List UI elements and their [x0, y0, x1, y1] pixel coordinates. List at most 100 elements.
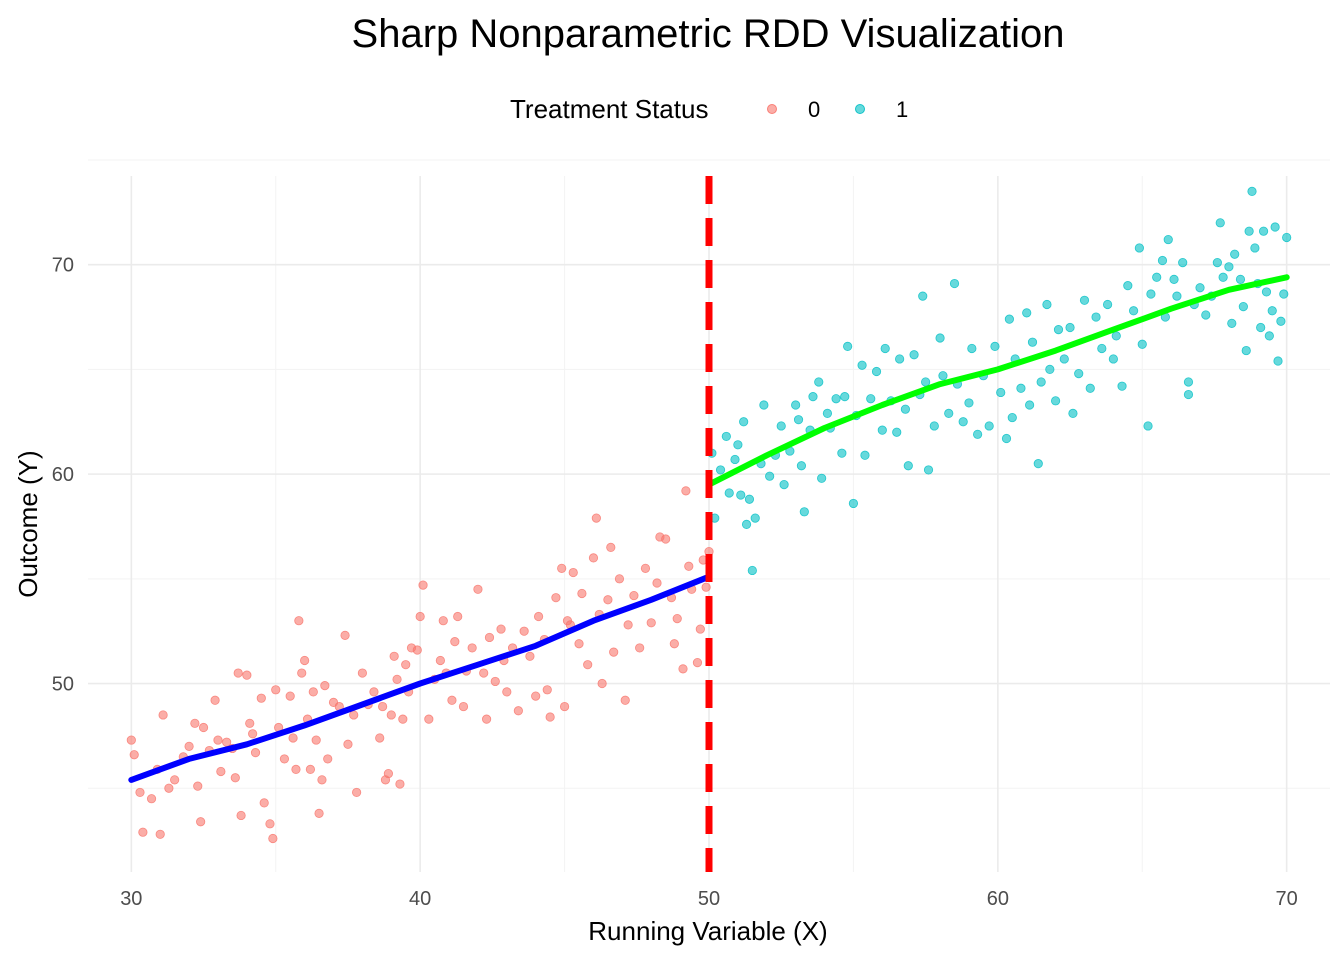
data-point-treatment-1: [871, 366, 882, 377]
data-point-treatment-0: [669, 639, 679, 649]
data-point-treatment-1: [1273, 356, 1283, 366]
data-point-treatment-1: [791, 400, 801, 410]
data-point-treatment-0: [311, 735, 321, 745]
data-point-treatment-0: [646, 618, 656, 628]
data-point-treatment-0: [490, 676, 500, 687]
data-point-treatment-1: [814, 377, 824, 387]
data-point-treatment-1: [808, 392, 818, 402]
x-tick-label: 30: [120, 888, 142, 910]
data-point-treatment-1: [880, 343, 890, 354]
data-point-treatment-1: [1267, 306, 1277, 316]
data-point-treatment-0: [531, 691, 541, 701]
data-point-treatment-0: [513, 706, 523, 716]
data-point-treatment-0: [484, 632, 495, 643]
data-point-treatment-1: [744, 494, 755, 504]
data-point-treatment-1: [1137, 339, 1147, 349]
data-point-treatment-0: [389, 651, 399, 661]
data-point-treatment-1: [1042, 299, 1052, 310]
legend-title: Treatment Status: [510, 94, 708, 124]
data-point-treatment-1: [1128, 306, 1139, 316]
data-point-treatment-1: [900, 404, 911, 414]
control-fit-line: [128, 573, 712, 783]
data-point-treatment-0: [684, 561, 694, 571]
data-point-treatment-0: [210, 695, 220, 705]
data-point-treatment-1: [730, 454, 740, 465]
data-point-treatment-1: [1027, 337, 1038, 347]
data-point-treatment-1: [1085, 383, 1095, 393]
data-point-treatment-0: [349, 710, 359, 720]
data-point-treatment-0: [701, 582, 711, 592]
data-point-treatment-0: [398, 714, 408, 724]
data-point-treatment-1: [984, 421, 994, 431]
data-point-treatment-0: [597, 678, 607, 689]
data-point-treatment-1: [1178, 258, 1188, 268]
data-point-treatment-1: [964, 398, 974, 408]
data-point-treatment-0: [588, 553, 599, 563]
data-point-treatment-1: [1163, 234, 1173, 245]
data-point-treatment-1: [840, 392, 850, 402]
data-point-treatment-1: [1079, 295, 1090, 305]
data-point-treatment-1: [1230, 249, 1240, 259]
data-point-treatment-0: [681, 486, 691, 496]
data-point-treatment-1: [715, 465, 726, 475]
data-point-treatment-0: [577, 588, 587, 599]
data-point-treatment-1: [1195, 283, 1205, 293]
data-point-treatment-0: [279, 754, 290, 764]
data-point-treatment-0: [542, 685, 552, 695]
x-tick-label: 60: [987, 888, 1009, 910]
data-point-treatment-0: [392, 674, 402, 684]
legend-swatch-0: [767, 104, 777, 114]
data-point-treatment-1: [958, 417, 968, 427]
data-point-treatment-0: [193, 781, 203, 791]
data-point-treatment-0: [158, 710, 168, 720]
data-point-treatment-0: [129, 750, 139, 760]
data-point-treatment-0: [340, 630, 350, 640]
data-point-treatment-0: [155, 829, 165, 839]
data-point-treatment-1: [949, 278, 960, 289]
data-point-treatment-0: [568, 567, 578, 578]
data-point-treatment-1: [1279, 289, 1289, 299]
data-point-treatment-1: [822, 408, 833, 418]
data-point-treatment-0: [308, 687, 318, 697]
data-point-treatment-1: [1212, 258, 1222, 268]
data-point-treatment-1: [1108, 354, 1118, 364]
data-point-treatment-1: [837, 448, 847, 458]
data-point-treatment-1: [747, 565, 757, 576]
data-point-treatment-0: [453, 611, 463, 622]
data-point-treatment-0: [138, 827, 148, 837]
data-point-treatment-1: [1183, 389, 1194, 400]
data-point-treatment-0: [216, 766, 226, 777]
data-point-treatment-1: [793, 415, 804, 425]
data-point-treatment-1: [909, 350, 919, 360]
data-point-treatment-0: [126, 735, 136, 745]
data-point-treatment-0: [196, 817, 206, 827]
data-point-treatment-0: [230, 773, 240, 783]
chart-title: Sharp Nonparametric RDD Visualization: [352, 12, 1065, 56]
x-tick-label: 70: [1276, 888, 1298, 910]
treated-fit-line: [706, 274, 1290, 488]
x-axis-title: Running Variable (X): [588, 916, 827, 946]
data-point-treatment-0: [357, 668, 367, 678]
data-point-treatment-1: [892, 427, 902, 437]
data-point-treatment-1: [1235, 274, 1246, 284]
data-point-treatment-0: [652, 578, 662, 588]
data-point-treatment-1: [1016, 383, 1026, 393]
legend-label-1: 1: [896, 97, 908, 122]
data-point-treatment-1: [799, 507, 809, 517]
data-point-treatment-1: [1261, 287, 1272, 297]
data-point-treatment-1: [1282, 232, 1292, 243]
data-point-treatment-0: [412, 645, 422, 655]
y-tick-label: 50: [52, 674, 74, 696]
data-point-treatment-1: [1097, 343, 1107, 354]
data-point-treatment-0: [248, 729, 258, 739]
data-point-treatment-0: [415, 611, 425, 622]
data-point-treatment-1: [860, 450, 870, 460]
data-point-treatment-0: [259, 798, 269, 808]
data-point-treatment-0: [620, 695, 630, 705]
y-tick-label: 70: [52, 255, 74, 277]
data-point-treatment-1: [935, 333, 945, 343]
data-point-treatment-0: [458, 701, 469, 712]
data-point-treatment-1: [1224, 262, 1234, 272]
data-point-treatment-0: [695, 624, 705, 634]
data-point-treatment-1: [1117, 381, 1127, 391]
